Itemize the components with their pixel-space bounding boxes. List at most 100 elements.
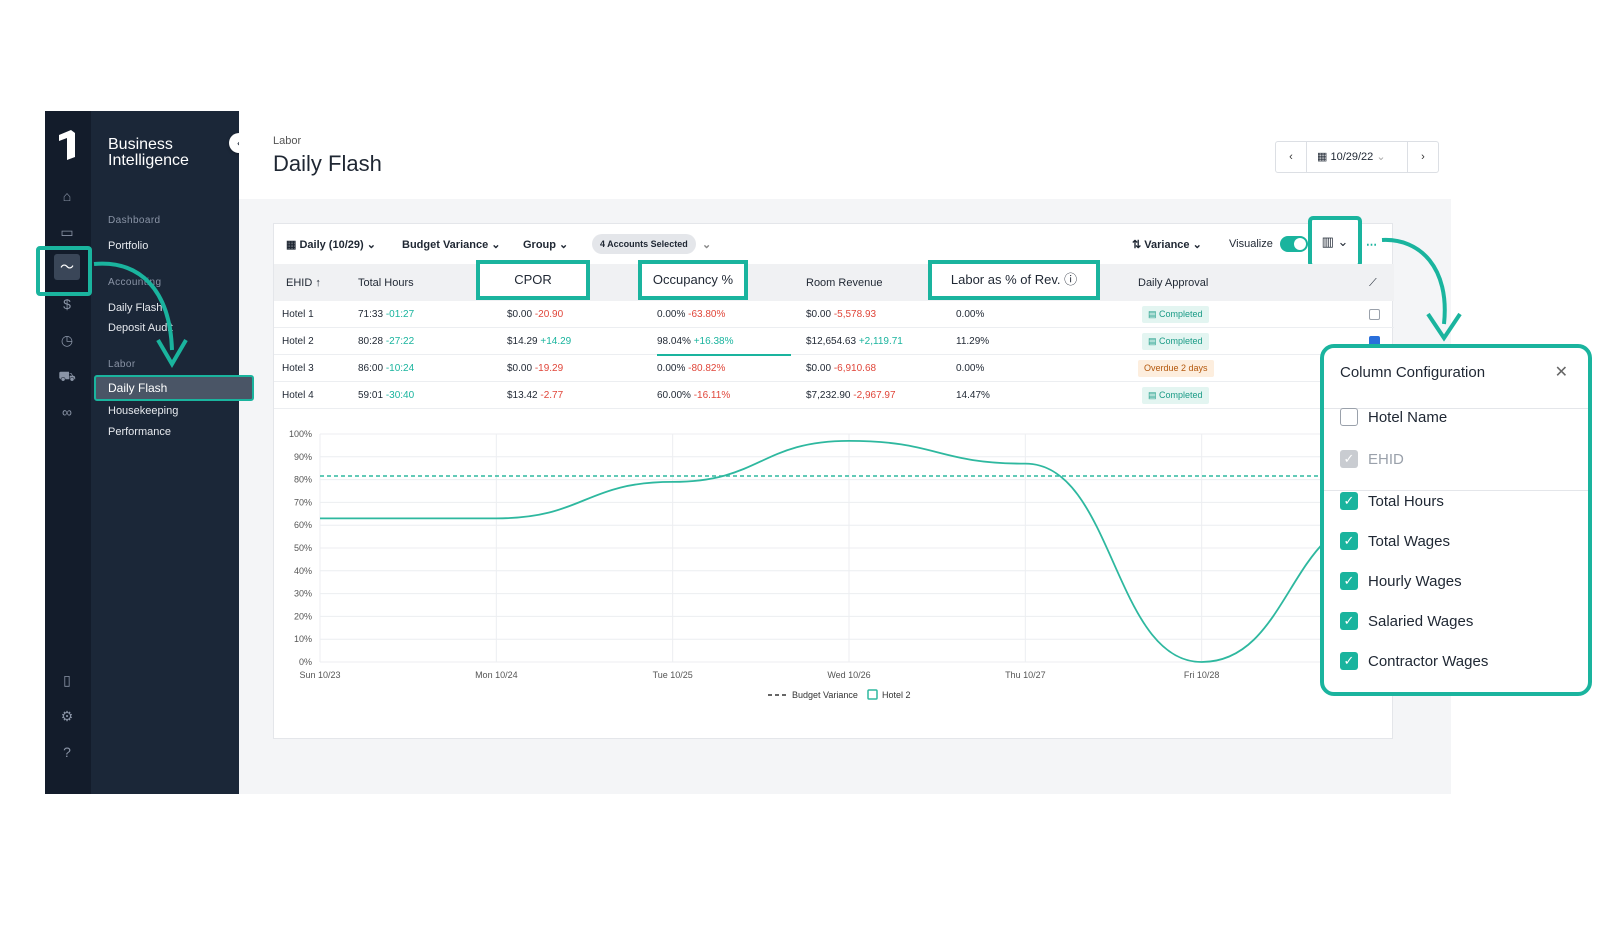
info-icon[interactable]: ⓘ <box>1064 272 1078 287</box>
accounts-chevron-icon[interactable]: ⌄ <box>702 239 712 251</box>
group-dropdown[interactable]: Group ⌄ <box>523 239 569 251</box>
mode-dropdown[interactable]: Budget Variance ⌄ <box>402 239 501 251</box>
cell-hours: 59:01 -30:40 <box>358 390 415 401</box>
main-content: Labor Daily Flash ‹ ▦ 10/29/22 ⌄ › ▦ Dai… <box>239 111 1451 794</box>
group-label: Group <box>523 239 556 251</box>
column-option: ✓ EHID <box>1340 450 1404 468</box>
column-option[interactable]: ✓ Total Wages <box>1340 532 1450 550</box>
column-option-label: Salaried Wages <box>1368 612 1474 630</box>
prev-date-button[interactable]: ‹ <box>1289 151 1293 163</box>
dollar-icon[interactable]: $ <box>63 296 71 312</box>
close-icon[interactable]: ✕ <box>1554 364 1568 381</box>
sidebar-item-portfolio[interactable]: Portfolio <box>108 240 149 252</box>
cell-labor-pct: 0.00% <box>956 309 985 320</box>
column-header-occupancy[interactable]: Occupancy % <box>638 260 748 300</box>
table-row[interactable]: Hotel 4 59:01 -30:40 $13.42 -2.77 60.00%… <box>274 382 1394 409</box>
column-config-button[interactable]: ▥ ⌄ <box>1308 216 1362 268</box>
column-option[interactable]: ✓ Total Hours <box>1340 492 1444 510</box>
column-header-ehid[interactable]: EHID ↑ <box>286 277 321 289</box>
inbox-icon[interactable]: ▭ <box>60 224 74 240</box>
section-dashboard: Dashboard <box>108 215 161 226</box>
sidebar-item-performance[interactable]: Performance <box>108 426 171 438</box>
column-option[interactable]: ✓ Salaried Wages <box>1340 612 1473 630</box>
column-header-total-hours[interactable]: Total Hours <box>358 277 414 289</box>
visualize-toggle[interactable] <box>1280 236 1308 252</box>
clipboard-icon: ▤ <box>1148 336 1160 346</box>
cell-hours: 86:00 -10:24 <box>358 363 415 374</box>
page-title: Daily Flash <box>273 151 382 176</box>
approval-badge[interactable]: ▤ Completed <box>1142 387 1209 404</box>
sort-dropdown[interactable]: ⇅ Variance ⌄ <box>1132 239 1202 251</box>
cell-occupancy: 60.00% -16.11% <box>657 390 731 401</box>
cell-occupancy: 98.04% +16.38% <box>657 336 734 347</box>
x-tick-label: Fri 10/28 <box>1184 670 1220 680</box>
column-header-room-revenue[interactable]: Room Revenue <box>806 277 883 289</box>
cell-labor-pct: 14.47% <box>956 390 990 401</box>
settings-icon[interactable]: ⚙ <box>60 708 74 724</box>
column-option-label: Hourly Wages <box>1368 572 1462 590</box>
checkbox-icon[interactable]: ✓ <box>1340 612 1358 630</box>
app-window: ⌂ ▭ 〜 $ ◷ ⛟ ∞ ▯ ⚙ ? Business Intelligenc… <box>45 111 1451 794</box>
clock-icon[interactable]: ◷ <box>60 332 74 348</box>
cell-ehid: Hotel 3 <box>282 363 314 374</box>
breadcrumb[interactable]: Labor <box>273 135 302 147</box>
section-accounting: Accounting <box>108 277 162 288</box>
y-tick-label: 50% <box>294 543 312 553</box>
home-icon[interactable]: ⌂ <box>62 188 72 204</box>
panel-title: Column Configuration <box>1340 364 1486 381</box>
period-dropdown[interactable]: ▦ Daily (10/29) ⌄ <box>286 239 376 251</box>
column-header-cpor[interactable]: CPOR <box>476 260 590 300</box>
y-tick-label: 20% <box>294 611 312 621</box>
next-date-button[interactable]: › <box>1421 151 1425 163</box>
date-picker[interactable]: ▦ 10/29/22 ⌄ <box>1306 142 1408 172</box>
handshake-icon[interactable]: ∞ <box>62 404 72 420</box>
checkbox-icon[interactable]: ✓ <box>1340 492 1358 510</box>
table-row[interactable]: Hotel 3 86:00 -10:24 $0.00 -19.29 0.00% … <box>274 355 1394 382</box>
sidebar-item-deposit-audit[interactable]: Deposit Audit <box>108 322 173 334</box>
column-option-label: Contractor Wages <box>1368 652 1489 670</box>
help-icon[interactable]: ? <box>63 744 71 760</box>
checkbox-icon[interactable]: ✓ <box>1340 572 1358 590</box>
clipboard-icon: ▤ <box>1148 390 1160 400</box>
sidebar-item-labor-daily-flash[interactable]: Daily Flash <box>94 375 254 401</box>
approval-badge[interactable]: Overdue 2 days <box>1138 360 1214 377</box>
cell-room-revenue: $7,232.90 -2,967.97 <box>806 390 896 401</box>
clipboard-icon: ▤ <box>1148 309 1160 319</box>
row-checkbox[interactable] <box>1369 309 1380 320</box>
document-icon[interactable]: ▯ <box>63 672 71 688</box>
trend-icon[interactable]: ⟋ <box>1369 277 1377 289</box>
annotation-highlight <box>36 246 92 296</box>
column-option[interactable]: ✓ Hourly Wages <box>1340 572 1462 590</box>
column-option[interactable]: Hotel Name <box>1340 408 1447 426</box>
x-tick-label: Tue 10/25 <box>653 670 693 680</box>
more-options-icon[interactable]: ⋯ <box>1366 239 1377 251</box>
table-row[interactable]: Hotel 1 71:33 -01:27 $0.00 -20.90 0.00% … <box>274 301 1394 328</box>
checkbox-icon[interactable]: ✓ <box>1340 652 1358 670</box>
column-header-daily-approval[interactable]: Daily Approval <box>1138 277 1209 289</box>
checkbox-icon[interactable]: ✓ <box>1340 532 1358 550</box>
cell-labor-pct: 11.29% <box>956 336 990 347</box>
approval-badge[interactable]: ▤ Completed <box>1142 333 1209 350</box>
truck-icon[interactable]: ⛟ <box>58 368 76 384</box>
x-tick-label: Mon 10/24 <box>475 670 518 680</box>
y-tick-label: 70% <box>294 497 312 507</box>
divider <box>1324 408 1588 409</box>
sidebar-item-accounting-daily-flash[interactable]: Daily Flash <box>108 302 163 314</box>
legend-swatch-hotel-2 <box>867 689 878 700</box>
analytics-icon[interactable]: 〜 <box>54 254 80 280</box>
approval-badge[interactable]: ▤ Completed <box>1142 306 1209 323</box>
period-label: Daily (10/29) <box>299 239 364 251</box>
accounts-selector[interactable]: 4 Accounts Selected <box>592 234 696 254</box>
sidebar-item-housekeeping[interactable]: Housekeeping <box>108 405 179 417</box>
checkbox-icon[interactable] <box>1340 408 1358 426</box>
y-tick-label: 80% <box>294 475 312 485</box>
cell-hours: 71:33 -01:27 <box>358 309 415 320</box>
cell-occupancy: 0.00% -80.82% <box>657 363 726 374</box>
column-header-labor-pct[interactable]: Labor as % of Rev. ⓘ <box>928 260 1100 300</box>
section-labor: Labor <box>108 359 136 370</box>
y-tick-label: 100% <box>289 429 312 439</box>
y-tick-label: 90% <box>294 452 312 462</box>
column-option[interactable]: ✓ Contractor Wages <box>1340 652 1488 670</box>
table-row[interactable]: Hotel 2 80:28 -27:22 $14.29 +14.29 98.04… <box>274 328 1394 355</box>
cell-cpor: $13.42 -2.77 <box>507 390 564 401</box>
